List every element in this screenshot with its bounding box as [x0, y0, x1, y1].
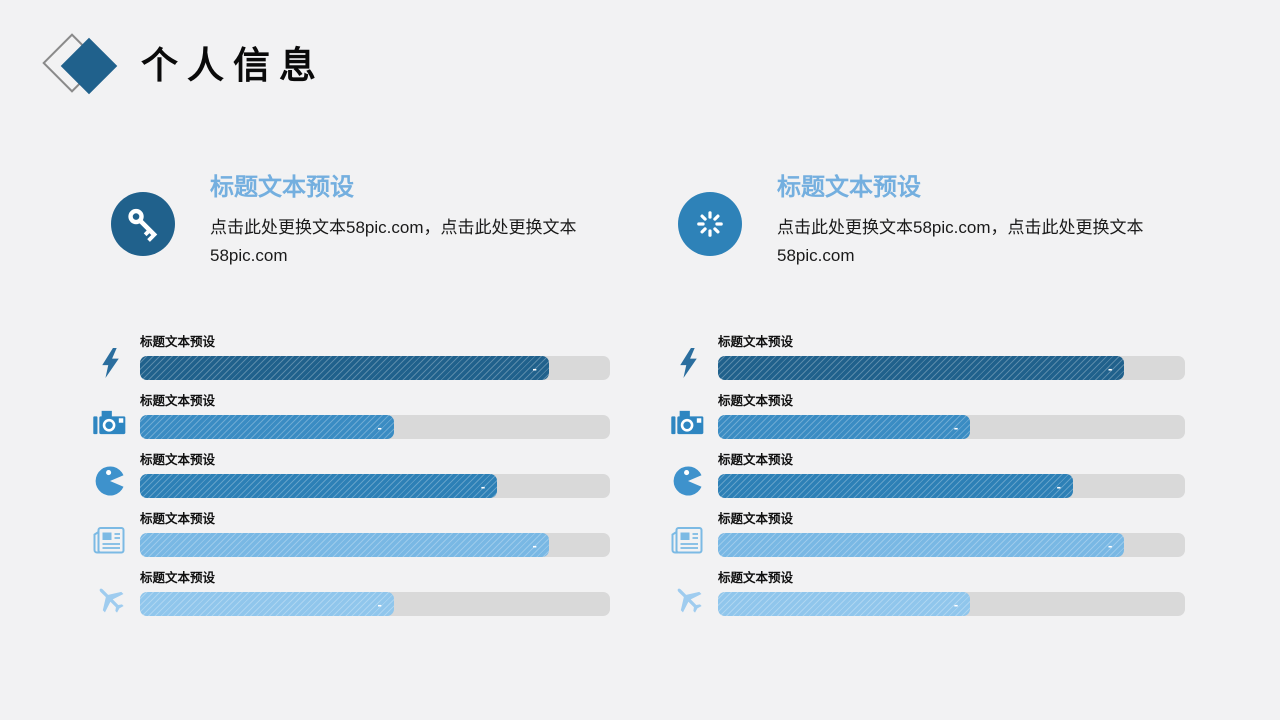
- feature-body: 点击此处更换文本58pic.com，点击此处更换文本58pic.com: [210, 218, 577, 265]
- feature-text-left: 标题文本预设 点击此处更换文本58pic.com，点击此处更换文本58pic.c…: [210, 173, 612, 269]
- value-label: -: [1107, 360, 1113, 376]
- value-label: -: [377, 596, 382, 612]
- progress-list-left: 标题文本预设 - 标题文本预设 -: [80, 334, 610, 629]
- progress-row: 标题文本预设 -: [80, 393, 610, 439]
- progress-track: -: [718, 592, 1185, 616]
- progress-fill: -: [718, 592, 971, 616]
- bar-label: 标题文本预设: [718, 335, 794, 349]
- newspaper-icon: [80, 511, 140, 557]
- feature-text-right: 标题文本预设 点击此处更换文本58pic.com，点击此处更换文本58pic.c…: [777, 173, 1179, 269]
- progress-track: -: [140, 533, 610, 557]
- progress-row: 标题文本预设 -: [80, 570, 610, 616]
- progress-fill: -: [140, 474, 498, 498]
- progress-fill: -: [718, 533, 1125, 557]
- progress-row: 标题文本预设 -: [658, 570, 1185, 616]
- progress-track: -: [718, 415, 1185, 439]
- bar-label: 标题文本预设: [140, 453, 216, 467]
- bar-label: 标题文本预设: [718, 453, 794, 467]
- feature-body: 点击此处更换文本58pic.com，点击此处更换文本58pic.com: [777, 218, 1144, 265]
- lightning-icon: [80, 334, 140, 380]
- bar-label: 标题文本预设: [140, 571, 216, 585]
- bar-label: 标题文本预设: [718, 571, 794, 585]
- newspaper-icon: [658, 511, 718, 557]
- logo-diamonds: [40, 32, 150, 104]
- spinner-icon: [678, 192, 742, 256]
- airplane-icon: [80, 570, 140, 616]
- progress-fill: -: [140, 592, 394, 616]
- pacman-icon: [658, 452, 718, 498]
- progress-fill: -: [140, 533, 549, 557]
- progress-row: 标题文本预设 -: [658, 511, 1185, 557]
- key-icon: [111, 192, 175, 256]
- progress-row: 标题文本预设 -: [80, 452, 610, 498]
- value-label: -: [532, 537, 537, 553]
- value-label: -: [1107, 537, 1113, 553]
- progress-fill: -: [140, 415, 394, 439]
- value-label: -: [532, 360, 537, 376]
- progress-row: 标题文本预设 -: [658, 334, 1185, 380]
- progress-track: -: [140, 356, 610, 380]
- progress-fill: -: [718, 356, 1125, 380]
- airplane-icon: [658, 570, 718, 616]
- value-label: -: [480, 478, 486, 494]
- progress-track: -: [718, 474, 1185, 498]
- page-title: 个人信息: [141, 45, 325, 86]
- progress-row: 标题文本预设 -: [658, 393, 1185, 439]
- progress-list-right: 标题文本预设 - 标题文本预设 -: [658, 334, 1185, 629]
- progress-track: -: [718, 533, 1185, 557]
- bar-label: 标题文本预设: [718, 512, 794, 526]
- value-label: -: [377, 419, 382, 435]
- camera-icon: [80, 393, 140, 439]
- progress-row: 标题文本预设 -: [80, 334, 610, 380]
- value-label: -: [953, 419, 959, 435]
- bar-label: 标题文本预设: [140, 335, 216, 349]
- progress-fill: -: [718, 474, 1073, 498]
- value-label: -: [1056, 478, 1061, 494]
- progress-track: -: [140, 415, 610, 439]
- progress-row: 标题文本预设 -: [80, 511, 610, 557]
- feature-heading: 标题文本预设: [210, 174, 354, 201]
- bar-label: 标题文本预设: [140, 394, 216, 408]
- progress-track: -: [140, 592, 610, 616]
- bar-label: 标题文本预设: [140, 512, 216, 526]
- progress-fill: -: [140, 356, 549, 380]
- pacman-icon: [80, 452, 140, 498]
- value-label: -: [953, 596, 959, 612]
- bar-label: 标题文本预设: [718, 394, 794, 408]
- feature-heading: 标题文本预设: [777, 174, 921, 201]
- progress-row: 标题文本预设 -: [658, 452, 1185, 498]
- lightning-icon: [658, 334, 718, 380]
- progress-fill: -: [718, 415, 971, 439]
- progress-track: -: [718, 356, 1185, 380]
- progress-track: -: [140, 474, 610, 498]
- camera-icon: [658, 393, 718, 439]
